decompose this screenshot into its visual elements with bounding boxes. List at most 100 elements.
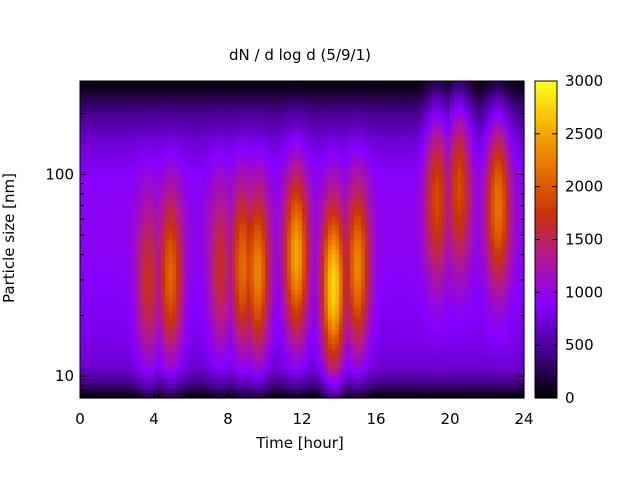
heatmap-cell (294, 209, 299, 216)
heatmap-cell (364, 264, 370, 270)
heatmap-cell (198, 204, 203, 211)
heatmap-cell (198, 135, 203, 142)
heatmap-cell (342, 95, 347, 102)
heatmap-cell (327, 323, 333, 330)
heatmap-cell (213, 333, 218, 340)
heatmap-cell (91, 120, 96, 127)
heatmap-cell (279, 279, 285, 285)
heatmap-cell (298, 393, 303, 399)
heatmap-cell (205, 115, 211, 122)
heatmap-cell (220, 289, 225, 295)
heatmap-cell (191, 170, 196, 176)
heatmap-cell (161, 323, 166, 330)
heatmap-cell (305, 393, 310, 399)
heatmap-cell (324, 120, 329, 127)
heatmap-cell (87, 383, 92, 389)
heatmap-cell (128, 204, 133, 211)
heatmap-cell (179, 90, 185, 97)
heatmap-cell (146, 165, 151, 171)
heatmap-cell (235, 234, 240, 241)
heatmap-cell (305, 150, 310, 156)
heatmap-cell (120, 284, 125, 290)
heatmap-cell (172, 95, 177, 102)
heatmap-cell (279, 204, 285, 211)
heatmap-cell (302, 105, 307, 112)
heatmap-cell (327, 219, 333, 226)
heatmap-cell (105, 353, 111, 359)
heatmap-cell (150, 219, 155, 226)
heatmap-cell (265, 338, 270, 345)
heatmap-cell (139, 150, 144, 156)
heatmap-cell (335, 140, 340, 146)
heatmap-cell (131, 175, 137, 181)
heatmap-cell (239, 293, 244, 300)
heatmap-cell (205, 388, 211, 394)
heatmap-cell (353, 298, 359, 305)
heatmap-cell (191, 229, 196, 236)
heatmap-cell (265, 328, 270, 335)
heatmap-cell (316, 289, 322, 295)
heatmap-cell (172, 239, 177, 246)
heatmap-cell (342, 279, 347, 285)
heatmap-cell (131, 180, 137, 186)
heatmap-cell (135, 323, 140, 330)
heatmap-cell (216, 378, 222, 384)
heatmap-cell (272, 180, 277, 186)
heatmap-cell (339, 135, 344, 142)
heatmap-cell (142, 363, 148, 369)
heatmap-cell (83, 383, 88, 389)
heatmap-cell (276, 105, 281, 112)
heatmap-cell (124, 343, 129, 350)
heatmap-cell (346, 189, 351, 196)
heatmap-cell (279, 328, 285, 335)
heatmap-cell (154, 378, 159, 384)
heatmap-cell (283, 204, 288, 211)
heatmap-cell (265, 373, 270, 379)
heatmap-cell (113, 284, 118, 290)
heatmap-cell (105, 289, 111, 295)
heatmap-cell (94, 165, 100, 171)
heatmap-cell (290, 120, 296, 127)
heatmap-cell (139, 358, 144, 364)
heatmap-cell (242, 289, 248, 295)
heatmap-cell (91, 185, 96, 191)
heatmap-cell (242, 199, 248, 206)
heatmap-cell (305, 383, 310, 389)
heatmap-cell (161, 90, 166, 97)
heatmap-cell (353, 85, 359, 92)
heatmap-cell (150, 338, 155, 345)
heatmap-cell (205, 185, 211, 191)
heatmap-cell (161, 170, 166, 176)
heatmap-cell (113, 363, 118, 369)
heatmap-cell (176, 293, 181, 300)
heatmap-cell (161, 234, 166, 241)
heatmap-cell (290, 318, 296, 325)
heatmap-cell (320, 383, 325, 389)
heatmap-cell (109, 293, 114, 300)
heatmap-cell (191, 239, 196, 246)
heatmap-cell (287, 185, 292, 191)
heatmap-cell (253, 363, 259, 369)
heatmap-cell (157, 140, 162, 146)
heatmap-cell (276, 100, 281, 107)
heatmap-cell (302, 313, 307, 320)
heatmap-cell (353, 239, 359, 246)
heatmap-cell (216, 170, 222, 176)
heatmap-cell (298, 289, 303, 295)
heatmap-cell (157, 264, 162, 270)
heatmap-cell (287, 338, 292, 345)
heatmap-cell (346, 383, 351, 389)
heatmap-cell (298, 100, 303, 107)
heatmap-cell (128, 353, 133, 359)
heatmap-cell (150, 383, 155, 389)
heatmap-cell (298, 90, 303, 97)
heatmap-cell (320, 363, 325, 369)
heatmap-cell (120, 328, 125, 335)
heatmap-cell (131, 373, 137, 379)
heatmap-cell (235, 140, 240, 146)
heatmap-cell (316, 135, 322, 142)
heatmap-cell (165, 378, 170, 384)
heatmap-cell (216, 194, 222, 201)
heatmap-cell (228, 219, 233, 226)
heatmap-cell (135, 328, 140, 335)
